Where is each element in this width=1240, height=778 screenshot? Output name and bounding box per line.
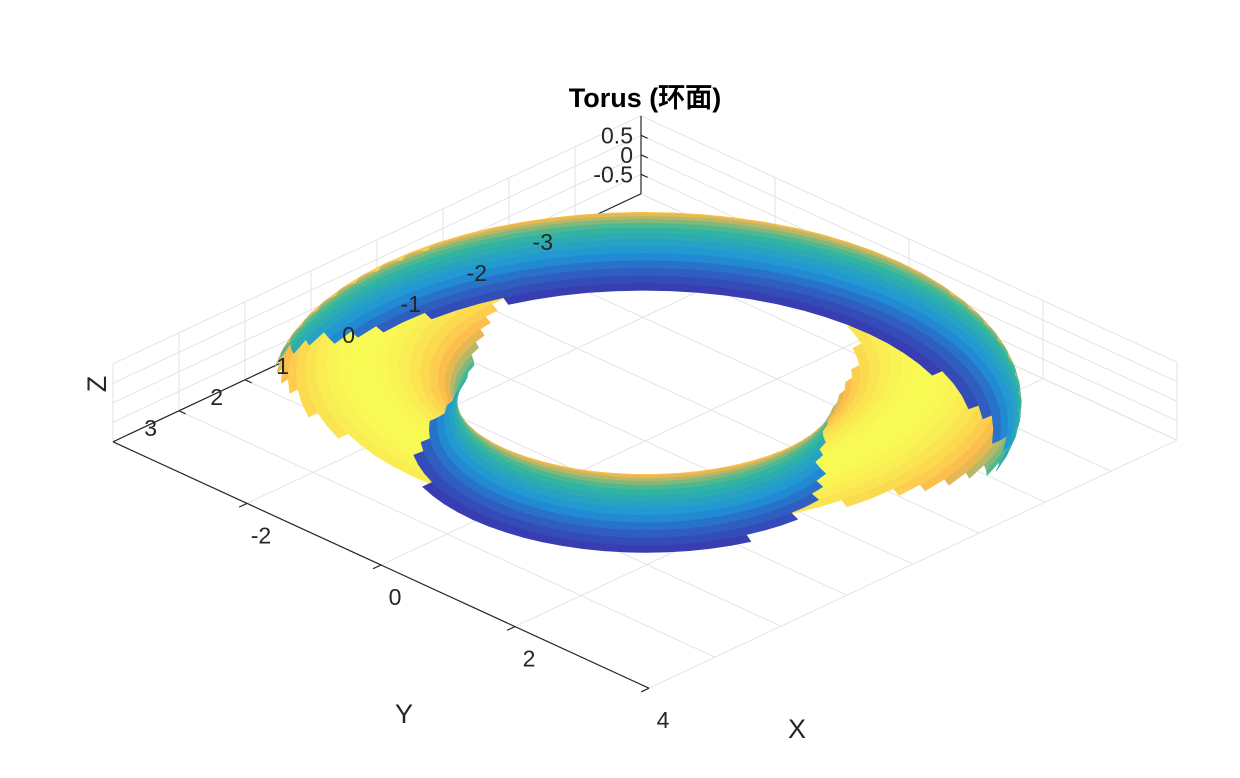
surface-patch <box>646 500 664 509</box>
surface-patch <box>641 252 675 262</box>
torus-surface <box>274 211 1022 553</box>
surface-patch <box>646 529 667 538</box>
surface-patch <box>642 267 674 277</box>
surface-patch <box>374 363 389 376</box>
y-tick-label: -3 <box>533 229 553 255</box>
z-tick <box>640 154 648 159</box>
surface-patch <box>737 220 771 230</box>
z-tick <box>640 134 648 139</box>
surface-patch <box>374 352 389 366</box>
surface-patch <box>609 238 643 247</box>
surface-patch <box>646 544 669 553</box>
surface-patch <box>646 506 665 516</box>
x-tick <box>238 502 248 508</box>
y-tick-label: -1 <box>401 291 421 317</box>
grid-line <box>112 134 642 384</box>
surface-patch <box>609 213 643 217</box>
surface-patch <box>641 245 675 254</box>
y-tick <box>178 410 186 415</box>
surface-patch <box>610 513 630 523</box>
surface-patch <box>901 362 916 375</box>
chart-title: Torus (环面) <box>569 83 721 113</box>
surface-patch <box>641 238 676 247</box>
surface-patch <box>625 544 648 553</box>
surface-patch <box>646 474 665 479</box>
surface-patch <box>338 351 352 366</box>
surface-patch <box>608 520 629 530</box>
x-tick-label: 0 <box>389 584 402 610</box>
y-axis-label: Y <box>395 699 413 729</box>
surface-patch <box>315 365 329 383</box>
surface-patch <box>642 274 673 284</box>
z-axis-label: Z <box>82 376 112 393</box>
grid-line <box>112 115 642 365</box>
x-tick <box>640 687 650 693</box>
surface-patch <box>613 282 643 292</box>
surface-patch <box>629 488 647 496</box>
surface-patch <box>641 226 676 234</box>
surface-patch <box>350 351 365 365</box>
surface-patch <box>350 362 365 377</box>
surface-patch <box>641 259 674 269</box>
surface-patch <box>362 351 377 365</box>
x-axis-label: X <box>788 714 806 744</box>
surface-patch <box>629 494 647 502</box>
surface-patch <box>641 232 676 240</box>
x-tick <box>506 626 516 631</box>
x-tick-label: 2 <box>523 646 536 672</box>
surface-patch <box>646 483 664 490</box>
y-tick-label: 2 <box>210 384 223 410</box>
surface-patch <box>338 363 353 378</box>
surface-patch <box>627 521 647 531</box>
surface-patch <box>629 500 647 509</box>
surface-patch <box>628 514 647 523</box>
surface-patch <box>626 529 648 538</box>
surface-patch <box>611 267 643 277</box>
z-tick-label: 0 <box>620 142 633 168</box>
surface-patch <box>612 274 643 284</box>
surface-patch <box>362 362 377 376</box>
surface-patch <box>646 494 664 502</box>
surface-patch <box>610 252 643 262</box>
y-tick <box>244 379 252 384</box>
grid-line <box>640 134 1178 383</box>
grid-line <box>442 286 980 534</box>
grid-line <box>178 410 716 658</box>
surface-patch <box>641 213 675 217</box>
y-tick-label: 1 <box>276 353 289 379</box>
surface-patch <box>628 474 647 479</box>
z-tick <box>640 173 648 178</box>
surface-patch <box>629 483 647 490</box>
surface-patch <box>625 536 648 546</box>
x-tick-label: -2 <box>251 522 271 548</box>
surface-patch <box>610 259 643 269</box>
surface-patch <box>646 536 668 546</box>
surface-patch <box>315 353 329 370</box>
x-tick-label: 4 <box>657 707 670 733</box>
x-tick <box>372 564 382 570</box>
surface-patch <box>609 232 643 240</box>
surface-patch <box>646 521 666 531</box>
z-tick-label: -0.5 <box>593 161 633 187</box>
surface-patch <box>642 282 672 292</box>
y-tick-label: 3 <box>144 415 157 441</box>
surface-patch <box>609 245 643 254</box>
y-tick-label: 0 <box>342 322 355 348</box>
surface-patch <box>326 364 341 380</box>
y-tick-label: -2 <box>467 260 487 286</box>
surface-patch <box>646 488 664 496</box>
z-tick-label: 0.5 <box>601 122 633 148</box>
surface-patch <box>326 351 340 367</box>
grid-line <box>640 115 1178 363</box>
surface-patch <box>646 514 665 523</box>
surface-patch <box>628 506 647 516</box>
